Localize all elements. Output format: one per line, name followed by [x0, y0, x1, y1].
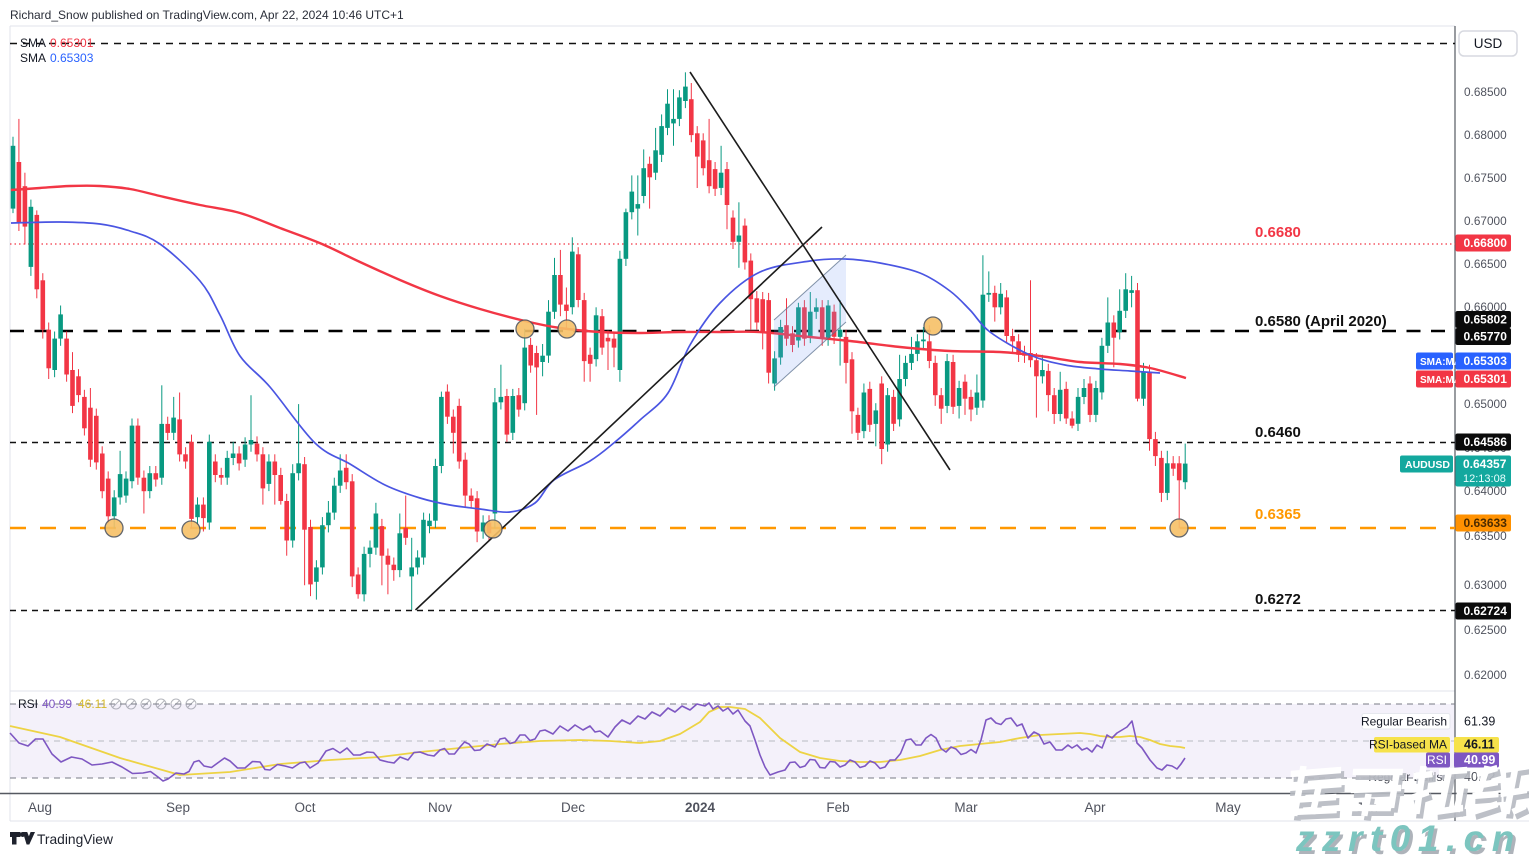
svg-text:0.66500: 0.66500	[1464, 257, 1507, 271]
svg-text:0.65301: 0.65301	[50, 36, 94, 50]
svg-text:SMA:MA: SMA:MA	[1420, 375, 1461, 386]
svg-text:0.67000: 0.67000	[1464, 214, 1507, 228]
svg-text:0.6460: 0.6460	[1255, 424, 1301, 441]
svg-text:0.68000: 0.68000	[1464, 128, 1507, 142]
svg-text:Feb: Feb	[826, 800, 849, 815]
svg-text:40.99: 40.99	[42, 697, 72, 711]
svg-text:0.64357: 0.64357	[1463, 457, 1507, 471]
svg-text:0.63633: 0.63633	[1464, 516, 1508, 530]
svg-text:0.63500: 0.63500	[1464, 529, 1507, 543]
svg-text:SMA: SMA	[20, 36, 46, 50]
svg-text:SMA:MA: SMA:MA	[1420, 357, 1461, 368]
svg-text:46.11: 46.11	[78, 697, 107, 711]
svg-text:61.39: 61.39	[1464, 715, 1495, 729]
svg-text:zzrt01.cn: zzrt01.cn	[1295, 818, 1522, 857]
svg-text:0.6365: 0.6365	[1255, 506, 1301, 523]
svg-text:zzrt01.cn: zzrt01.cn	[1298, 821, 1525, 857]
svg-text:0.67500: 0.67500	[1464, 171, 1507, 185]
svg-text:Aug: Aug	[28, 800, 52, 815]
svg-text:TradingView: TradingView	[37, 832, 113, 847]
svg-text:AUDUSD: AUDUSD	[1405, 459, 1450, 471]
svg-text:RSI-based MA: RSI-based MA	[1369, 738, 1447, 752]
svg-text:SMA: SMA	[20, 51, 46, 65]
svg-text:12:13:08: 12:13:08	[1463, 473, 1506, 485]
svg-text:0.65303: 0.65303	[1464, 354, 1508, 368]
svg-text:0.65000: 0.65000	[1464, 397, 1507, 411]
svg-text:0.63000: 0.63000	[1464, 578, 1507, 592]
svg-text:0.62500: 0.62500	[1464, 623, 1507, 637]
svg-text:46.11: 46.11	[1464, 738, 1495, 752]
svg-text:0.64000: 0.64000	[1464, 484, 1507, 498]
svg-text:0.6580 (April 2020): 0.6580 (April 2020)	[1255, 313, 1387, 330]
svg-text:RSI: RSI	[18, 697, 38, 711]
svg-text:0.62000: 0.62000	[1464, 668, 1507, 682]
svg-text:0.66800: 0.66800	[1464, 236, 1508, 250]
svg-text:Mar: Mar	[954, 800, 978, 815]
svg-text:0.65301: 0.65301	[1464, 372, 1508, 386]
svg-text:0.66000: 0.66000	[1464, 300, 1507, 314]
svg-text:0.62724: 0.62724	[1464, 604, 1508, 618]
svg-text:Nov: Nov	[428, 800, 452, 815]
svg-text:0.6680: 0.6680	[1255, 224, 1301, 241]
svg-text:0.68500: 0.68500	[1464, 85, 1507, 99]
svg-text:0.6272: 0.6272	[1255, 591, 1301, 608]
svg-text:0.65770: 0.65770	[1464, 330, 1508, 344]
svg-text:USD: USD	[1474, 36, 1503, 51]
svg-text:Oct: Oct	[294, 800, 315, 815]
svg-text:Dec: Dec	[561, 800, 585, 815]
svg-text:May: May	[1215, 800, 1241, 815]
svg-text:0.65303: 0.65303	[50, 51, 94, 65]
svg-text:RSI: RSI	[1427, 753, 1447, 767]
svg-text:0.65802: 0.65802	[1464, 313, 1508, 327]
svg-text:40.99: 40.99	[1464, 753, 1495, 767]
svg-text:Richard_Snow published on Trad: Richard_Snow published on TradingView.co…	[10, 8, 404, 22]
svg-text:Sep: Sep	[166, 800, 190, 815]
svg-text:Apr: Apr	[1084, 800, 1106, 815]
svg-text:2024: 2024	[685, 800, 716, 815]
svg-text:0.64586: 0.64586	[1464, 435, 1508, 449]
svg-text:Regular Bearish: Regular Bearish	[1361, 715, 1447, 729]
